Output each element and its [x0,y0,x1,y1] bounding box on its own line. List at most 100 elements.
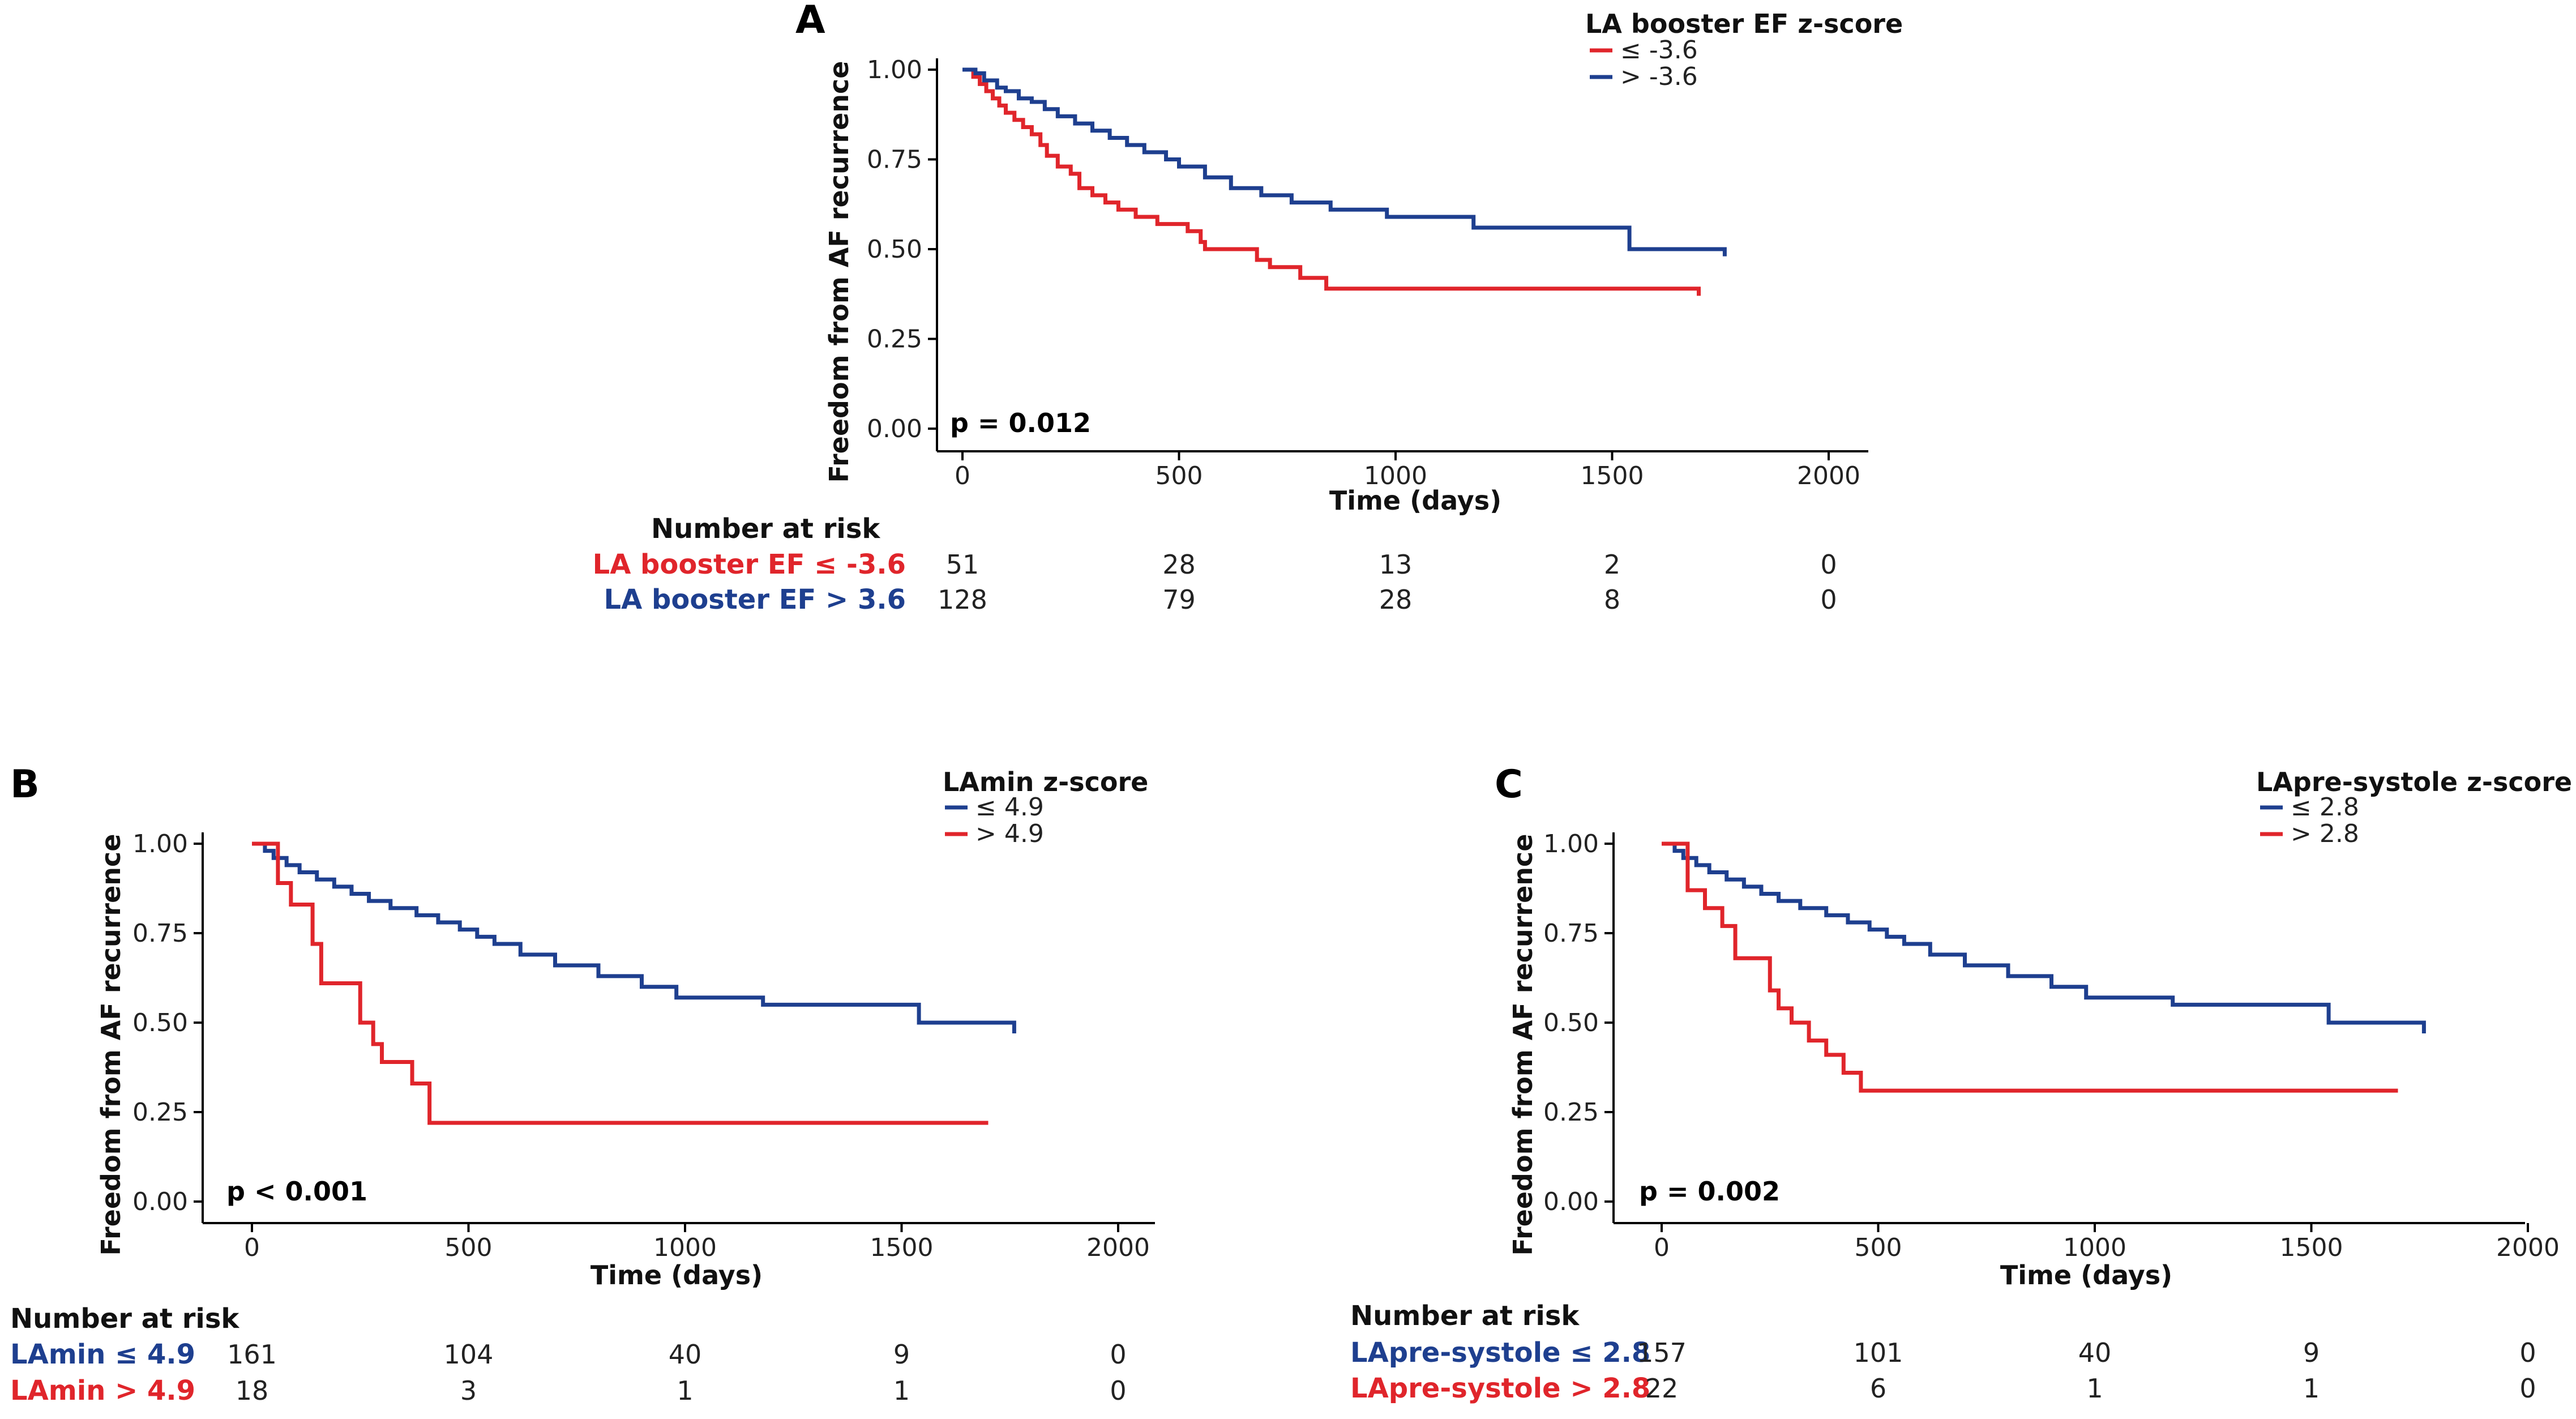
y-axis-title: Freedom from AF recurrence [1508,834,1538,1255]
risk-count: 1 [2303,1373,2320,1404]
legend-label: > 2.8 [2291,819,2359,848]
risk-count: 9 [893,1339,910,1370]
legend-label: > -3.6 [1620,62,1698,91]
risk-count: 157 [1637,1337,1687,1368]
y-tick-label: 0.00 [867,414,922,443]
x-tick-label: 1500 [870,1233,934,1262]
survival-curve-1 [1662,841,2426,1033]
risk-count: 161 [227,1339,277,1370]
x-tick-label: 1000 [1364,461,1427,490]
y-axis-title: Freedom from AF recurrence [824,61,854,482]
x-tick-label: 1500 [2280,1233,2343,1262]
risk-table: Number at risk LA booster EF ≤ -3.6 51 28 13… [593,513,1837,616]
risk-count: 40 [669,1339,702,1370]
risk-table-title: Number at risk [10,1303,239,1335]
risk-count: 22 [1645,1373,1679,1404]
risk-row-label: LApre-systole ≤ 2.8 [1350,1337,1650,1369]
risk-count: 104 [444,1339,494,1370]
risk-count: 1 [2086,1373,2103,1404]
risk-count: 101 [1854,1337,1903,1368]
legend-title: LAmin z-score [943,767,1148,797]
x-tick-label: 2000 [2496,1233,2560,1262]
risk-count: 1 [893,1375,910,1406]
legend: LApre-systole z-score≤ 2.8> 2.8 [2256,767,2572,848]
p-value-label: p = 0.002 [1639,1176,1780,1207]
survival-curve-2 [1662,841,2398,1093]
risk-count: 128 [938,584,987,615]
survival-curve-2 [962,67,1727,257]
legend-title: LA booster EF z-score [1585,8,1903,39]
x-axis-title: Time (days) [1329,485,1501,516]
y-tick-label: 0.75 [132,919,188,948]
risk-row-label: LAmin > 4.9 [10,1375,195,1407]
risk-count: 0 [1820,584,1837,615]
risk-row-label: LA booster EF ≤ -3.6 [593,549,906,580]
x-axis-title: Time (days) [590,1260,763,1290]
x-tick-label: 0 [1654,1233,1670,1262]
risk-count: 0 [1110,1339,1126,1370]
x-tick-label: 1000 [2063,1233,2126,1262]
legend: LA booster EF z-score≤ -3.6> -3.6 [1585,8,1903,91]
y-tick-label: 0.25 [132,1098,188,1127]
legend-label: ≤ -3.6 [1620,36,1698,65]
survival-curve-1 [962,67,1701,296]
y-tick-label: 0.75 [1543,919,1599,948]
y-tick-label: 1.00 [132,830,188,858]
risk-count: 2 [1604,549,1620,580]
risk-table: Number at risk LAmin ≤ 4.9 161 104 40 9 0 LAmin… [10,1303,1127,1407]
y-tick-label: 0.25 [1543,1098,1599,1127]
x-tick-label: 500 [1156,461,1203,490]
risk-count: 40 [2078,1337,2112,1368]
risk-table-title: Number at risk [651,513,880,545]
x-tick-label: 0 [244,1233,260,1262]
p-value-label: p = 0.012 [950,408,1091,438]
y-axis-title: Freedom from AF recurrence [96,834,126,1255]
legend-label: > 4.9 [975,819,1044,848]
y-tick-label: 1.00 [1543,830,1599,858]
survival-curve-2 [252,841,989,1125]
risk-count: 51 [946,549,979,580]
risk-table-title: Number at risk [1350,1300,1580,1332]
risk-count: 13 [1379,549,1413,580]
x-axis-title: Time (days) [2000,1260,2172,1290]
risk-count: 18 [236,1375,269,1406]
risk-count: 0 [1110,1375,1126,1406]
panel-letter: A [795,0,825,42]
x-tick-label: 1500 [1581,461,1644,490]
y-tick-label: 0.25 [867,325,922,354]
panel-letter: B [10,762,40,807]
panel-letter: C [1495,762,1523,807]
risk-count: 0 [1820,549,1837,580]
y-tick-label: 0.75 [867,146,922,174]
p-value-label: p < 0.001 [226,1176,367,1207]
risk-count: 3 [460,1375,477,1406]
km-panel-c: C 0.00 0.25 0.50 0.75 1.00 0 500 1000 1500 2000 Tim… [1350,762,2572,1404]
risk-row-label: LA booster EF > 3.6 [604,584,906,616]
risk-count: 0 [2519,1337,2536,1368]
y-tick-label: 0.50 [1543,1008,1599,1037]
km-panel-a: A 0.00 0.25 0.50 0.75 1.00 0 500 1000 1500 2000 Tim… [593,0,1903,616]
y-tick-label: 0.00 [132,1187,188,1216]
legend: LAmin z-score≤ 4.9> 4.9 [943,767,1148,848]
y-tick-label: 0.50 [132,1008,188,1037]
x-tick-label: 1000 [653,1233,717,1262]
x-tick-label: 0 [955,461,970,490]
risk-row-label: LAmin ≤ 4.9 [10,1339,195,1370]
risk-count: 79 [1162,584,1196,615]
legend-title: LApre-systole z-score [2256,767,2572,797]
x-tick-label: 2000 [1797,461,1860,490]
risk-count: 28 [1162,549,1196,580]
y-tick-label: 1.00 [867,55,922,84]
km-panel-b: B 0.00 0.25 0.50 0.75 1.00 0 500 1000 1500 2000 Tim… [10,762,1155,1407]
risk-count: 0 [2519,1373,2536,1404]
risk-count: 1 [677,1375,693,1406]
x-tick-label: 2000 [1086,1233,1150,1262]
legend-label: ≤ 2.8 [2291,793,2359,822]
risk-count: 9 [2303,1337,2320,1368]
y-tick-label: 0.00 [1543,1187,1599,1216]
risk-count: 6 [1870,1373,1886,1404]
x-tick-label: 500 [1855,1233,1902,1262]
risk-count: 28 [1379,584,1413,615]
